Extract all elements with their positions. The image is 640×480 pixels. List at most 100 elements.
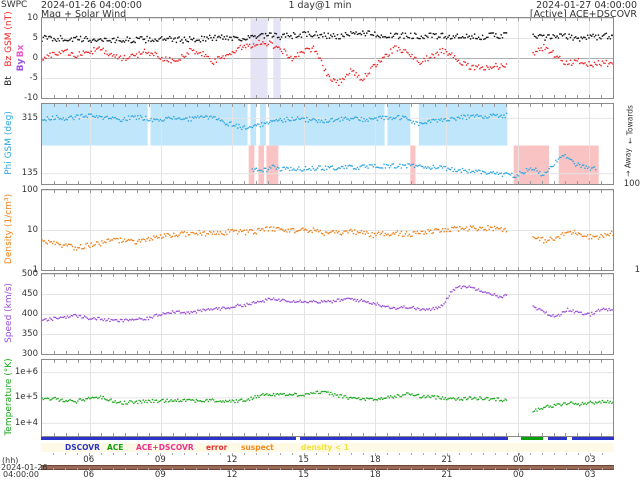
time-minor-tick bbox=[232, 453, 233, 455]
time-minor-tick bbox=[494, 468, 496, 470]
time-minor-tick bbox=[184, 468, 186, 470]
y-tick-label: 1 bbox=[634, 265, 640, 275]
time-minor-tick bbox=[351, 453, 353, 455]
time-tick-label: 09 bbox=[154, 455, 166, 465]
time-minor-tick bbox=[482, 453, 484, 455]
time-minor-tick bbox=[64, 468, 66, 470]
time-minor-tick bbox=[267, 468, 269, 470]
status-segment-ace bbox=[521, 437, 543, 440]
time-minor-tick bbox=[542, 453, 544, 455]
source-label: [Active] ACE+DSCOVR bbox=[529, 9, 637, 20]
legend-item-suspect[interactable]: suspect bbox=[241, 443, 274, 452]
time-minor-tick bbox=[458, 453, 460, 455]
agency-label: SWPC bbox=[1, 0, 28, 10]
time-minor-tick bbox=[566, 453, 568, 455]
y-tick-label: 300 bbox=[21, 349, 38, 359]
time-minor-tick bbox=[458, 468, 460, 470]
time-minor-tick bbox=[434, 453, 436, 455]
time-tick-label: 15 bbox=[298, 455, 310, 465]
time-minor-tick bbox=[255, 453, 257, 455]
time-minor-tick bbox=[232, 468, 233, 470]
source-status-bar bbox=[41, 437, 614, 441]
time-minor-tick bbox=[602, 453, 604, 455]
legend-item-density-1[interactable]: density < 1 bbox=[301, 443, 350, 452]
time-minor-tick bbox=[220, 453, 222, 455]
panel-density bbox=[41, 189, 614, 271]
time-minor-tick bbox=[88, 468, 90, 470]
time-minor-tick bbox=[267, 453, 269, 455]
time-minor-tick bbox=[423, 453, 424, 455]
legend-item-ace[interactable]: ACE bbox=[107, 443, 124, 452]
time-minor-tick bbox=[172, 468, 174, 470]
time-minor-tick bbox=[554, 453, 556, 455]
panel-speed bbox=[41, 273, 614, 355]
time-minor-tick bbox=[375, 453, 377, 455]
y-tick-label: 1e+6 bbox=[14, 367, 38, 378]
status-segment-dscovr bbox=[571, 437, 614, 440]
y-tick-label: 1e+4 bbox=[14, 417, 38, 428]
time-minor-tick bbox=[387, 453, 389, 455]
time-minor-tick bbox=[339, 468, 341, 470]
time-minor-tick bbox=[76, 468, 78, 470]
time-minor-tick bbox=[100, 468, 102, 470]
status-segment-dscovr bbox=[547, 437, 567, 440]
time-tick-label: 09 bbox=[154, 470, 166, 480]
sector-away-label: → Away bbox=[623, 148, 633, 177]
time-tick-label: 00 bbox=[513, 470, 524, 480]
time-minor-tick bbox=[482, 468, 484, 470]
time-minor-tick bbox=[184, 453, 186, 455]
time-minor-tick bbox=[303, 453, 305, 455]
time-minor-tick bbox=[590, 453, 592, 455]
time-minor-tick bbox=[470, 468, 472, 470]
time-minor-tick bbox=[327, 453, 329, 455]
y-tick-label: -10 bbox=[24, 93, 38, 103]
y-tick-label: 315 bbox=[21, 112, 38, 123]
legend-item-error[interactable]: error bbox=[206, 443, 228, 452]
time-tick-label: 18 bbox=[369, 455, 381, 465]
legend-item-ace-dscovr[interactable]: ACE+DSCOVR bbox=[136, 443, 194, 452]
time-minor-tick bbox=[160, 468, 162, 470]
time-tick-label: 12 bbox=[226, 470, 238, 480]
time-unit-label: (hh) bbox=[2, 456, 19, 465]
legend-background bbox=[41, 443, 614, 452]
time-tick-label: 03 bbox=[584, 455, 596, 465]
legend-item-dscovr[interactable]: DSCOVR bbox=[65, 443, 100, 452]
series-density bbox=[42, 224, 613, 251]
time-tick-label: 06 bbox=[83, 455, 95, 465]
time-minor-tick bbox=[112, 468, 114, 470]
time-minor-tick bbox=[530, 468, 532, 470]
series-bz bbox=[42, 39, 613, 87]
time-minor-tick bbox=[291, 468, 293, 470]
y-tick-label: 100 bbox=[21, 185, 38, 195]
time-minor-tick bbox=[446, 453, 448, 455]
time-minor-tick bbox=[64, 453, 66, 455]
time-minor-tick bbox=[76, 453, 78, 455]
time-minor-tick bbox=[602, 468, 604, 470]
time-minor-tick bbox=[590, 468, 592, 470]
start-stamp-line2: 04:00:00 bbox=[3, 470, 39, 479]
time-minor-tick bbox=[208, 468, 210, 470]
series-temperature bbox=[42, 390, 613, 413]
y-tick-label: -5 bbox=[29, 73, 38, 83]
time-minor-tick bbox=[124, 468, 126, 470]
time-minor-tick bbox=[136, 468, 138, 470]
series-phi-gsm-away bbox=[251, 153, 597, 179]
time-minor-tick bbox=[52, 468, 54, 470]
time-minor-tick bbox=[578, 453, 580, 455]
time-tick-label: 21 bbox=[441, 455, 453, 465]
time-minor-tick bbox=[243, 453, 245, 455]
time-minor-tick bbox=[446, 468, 448, 470]
time-minor-tick bbox=[542, 468, 544, 470]
time-minor-tick bbox=[315, 453, 317, 455]
time-minor-tick bbox=[172, 453, 174, 455]
time-tick-row: 06 09 12 15 18 21 00 03 bbox=[41, 453, 614, 465]
y-tick-label: 135 bbox=[21, 168, 38, 179]
y-tick-label: 450 bbox=[21, 289, 38, 299]
time-minor-tick bbox=[136, 453, 138, 455]
time-minor-tick bbox=[530, 453, 532, 455]
time-minor-tick bbox=[148, 468, 150, 470]
status-segment-dscovr bbox=[299, 437, 508, 440]
y-tick-label: 1e+5 bbox=[14, 392, 38, 403]
time-minor-tick bbox=[423, 468, 424, 470]
time-minor-tick bbox=[399, 453, 401, 455]
